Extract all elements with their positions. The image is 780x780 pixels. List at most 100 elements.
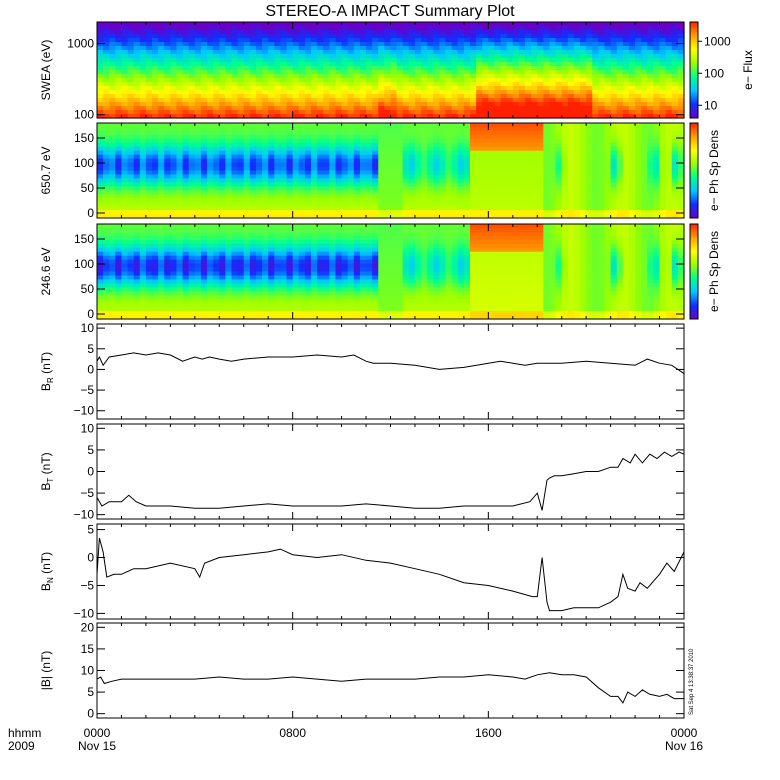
heatmap-cell xyxy=(274,158,282,164)
heatmap-cell xyxy=(555,126,563,132)
heatmap-cell xyxy=(635,166,642,172)
heatmap-cell xyxy=(433,154,441,160)
heatmap-cell xyxy=(518,66,526,71)
heatmap-cell xyxy=(274,46,282,51)
heatmap-cell xyxy=(641,30,648,35)
heatmap-cell xyxy=(402,158,410,164)
heatmap-cell xyxy=(329,123,337,128)
heatmap-cell xyxy=(494,154,502,160)
heatmap-cell xyxy=(586,86,593,91)
heatmap-cell xyxy=(341,166,349,172)
heatmap-cell xyxy=(378,162,385,168)
heatmap-cell xyxy=(512,134,520,140)
heatmap-cell xyxy=(488,162,496,168)
heatmap-cell xyxy=(268,123,275,128)
heatmap-cell xyxy=(427,82,434,87)
heatmap-cell xyxy=(408,198,416,203)
heatmap-cell xyxy=(506,214,514,219)
heatmap-cell xyxy=(145,182,153,187)
heatmap-cell xyxy=(525,86,532,91)
heatmap-cell xyxy=(207,206,214,211)
heatmap-cell xyxy=(531,130,538,136)
heatmap-cell xyxy=(537,70,544,75)
heatmap-cell xyxy=(311,78,318,83)
heatmap-cell xyxy=(598,174,606,180)
heatmap-cell xyxy=(414,158,422,164)
heatmap-cell xyxy=(555,198,563,203)
heatmap-cell xyxy=(476,130,483,136)
heatmap-cell xyxy=(390,150,398,156)
heatmap-cell xyxy=(445,142,453,148)
heatmap-cell xyxy=(268,54,275,59)
heatmap-cell xyxy=(353,70,361,75)
heatmap-cell xyxy=(145,78,153,83)
heatmap-cell xyxy=(372,210,379,215)
heatmap-cell xyxy=(408,142,416,148)
heatmap-cell xyxy=(207,102,214,107)
heatmap-cell xyxy=(115,315,123,320)
heatmap-cell xyxy=(280,46,288,51)
heatmap-cell xyxy=(402,70,410,75)
heatmap-cell xyxy=(359,102,367,107)
heatmap-cell xyxy=(145,231,153,237)
heatmap-cell xyxy=(170,82,178,87)
heatmap-cell xyxy=(231,90,239,95)
heatmap-cell xyxy=(359,106,367,111)
heatmap-cell xyxy=(372,58,379,63)
heatmap-cell xyxy=(457,114,465,119)
heatmap-cell xyxy=(549,62,557,67)
heatmap-cell xyxy=(292,214,300,219)
heatmap-cell xyxy=(561,182,569,187)
heatmap-cell xyxy=(561,86,569,91)
heatmap-cell xyxy=(378,126,385,132)
heatmap-cell xyxy=(402,82,410,87)
heatmap-cell xyxy=(488,142,496,148)
heatmap-cell xyxy=(408,130,416,136)
heatmap-cell xyxy=(567,190,575,195)
heatmap-cell xyxy=(133,287,141,292)
heatmap-cell xyxy=(525,110,532,115)
heatmap-cell xyxy=(586,123,593,128)
heatmap-cell xyxy=(567,194,575,199)
heatmap-cell xyxy=(525,198,532,203)
heatmap-cell xyxy=(255,70,263,75)
heatmap-cell xyxy=(176,102,184,107)
heatmap-cell xyxy=(335,206,343,211)
heatmap-cell xyxy=(531,22,538,27)
heatmap-cell xyxy=(133,202,141,207)
heatmap-cell xyxy=(133,30,141,35)
heatmap-cell xyxy=(366,186,373,191)
heatmap-cell xyxy=(341,146,349,152)
heatmap-cell xyxy=(635,134,642,140)
heatmap-cell xyxy=(592,154,599,160)
heatmap-cell xyxy=(109,123,116,128)
heatmap-cell xyxy=(628,170,636,176)
heatmap-cell xyxy=(121,102,129,107)
heatmap-cell xyxy=(231,182,239,187)
heatmap-cell xyxy=(402,174,410,180)
heatmap-cell xyxy=(396,154,404,160)
heatmap-cell xyxy=(439,206,447,211)
heatmap-cell xyxy=(274,146,282,152)
heatmap-cell xyxy=(280,154,288,160)
heatmap-cell xyxy=(323,38,330,43)
heatmap-cell xyxy=(280,146,288,152)
heatmap-cell xyxy=(653,198,661,203)
heatmap-cell xyxy=(463,26,471,31)
heatmap-cell xyxy=(243,90,251,95)
heatmap-cell xyxy=(298,38,306,43)
heatmap-cell xyxy=(207,86,214,91)
heatmap-cell xyxy=(408,162,416,168)
heatmap-cell xyxy=(384,146,392,152)
heatmap-cell xyxy=(292,74,300,79)
heatmap-cell xyxy=(628,123,636,128)
heatmap-cell xyxy=(262,38,269,43)
heatmap-cell xyxy=(188,150,196,156)
heatmap-cell xyxy=(255,46,263,51)
heatmap-cell xyxy=(280,202,288,207)
heatmap-cell xyxy=(451,134,459,140)
heatmap-cell xyxy=(200,114,208,119)
heatmap-cell xyxy=(580,178,587,183)
heatmap-cell xyxy=(341,42,349,47)
heatmap-cell xyxy=(164,198,171,203)
